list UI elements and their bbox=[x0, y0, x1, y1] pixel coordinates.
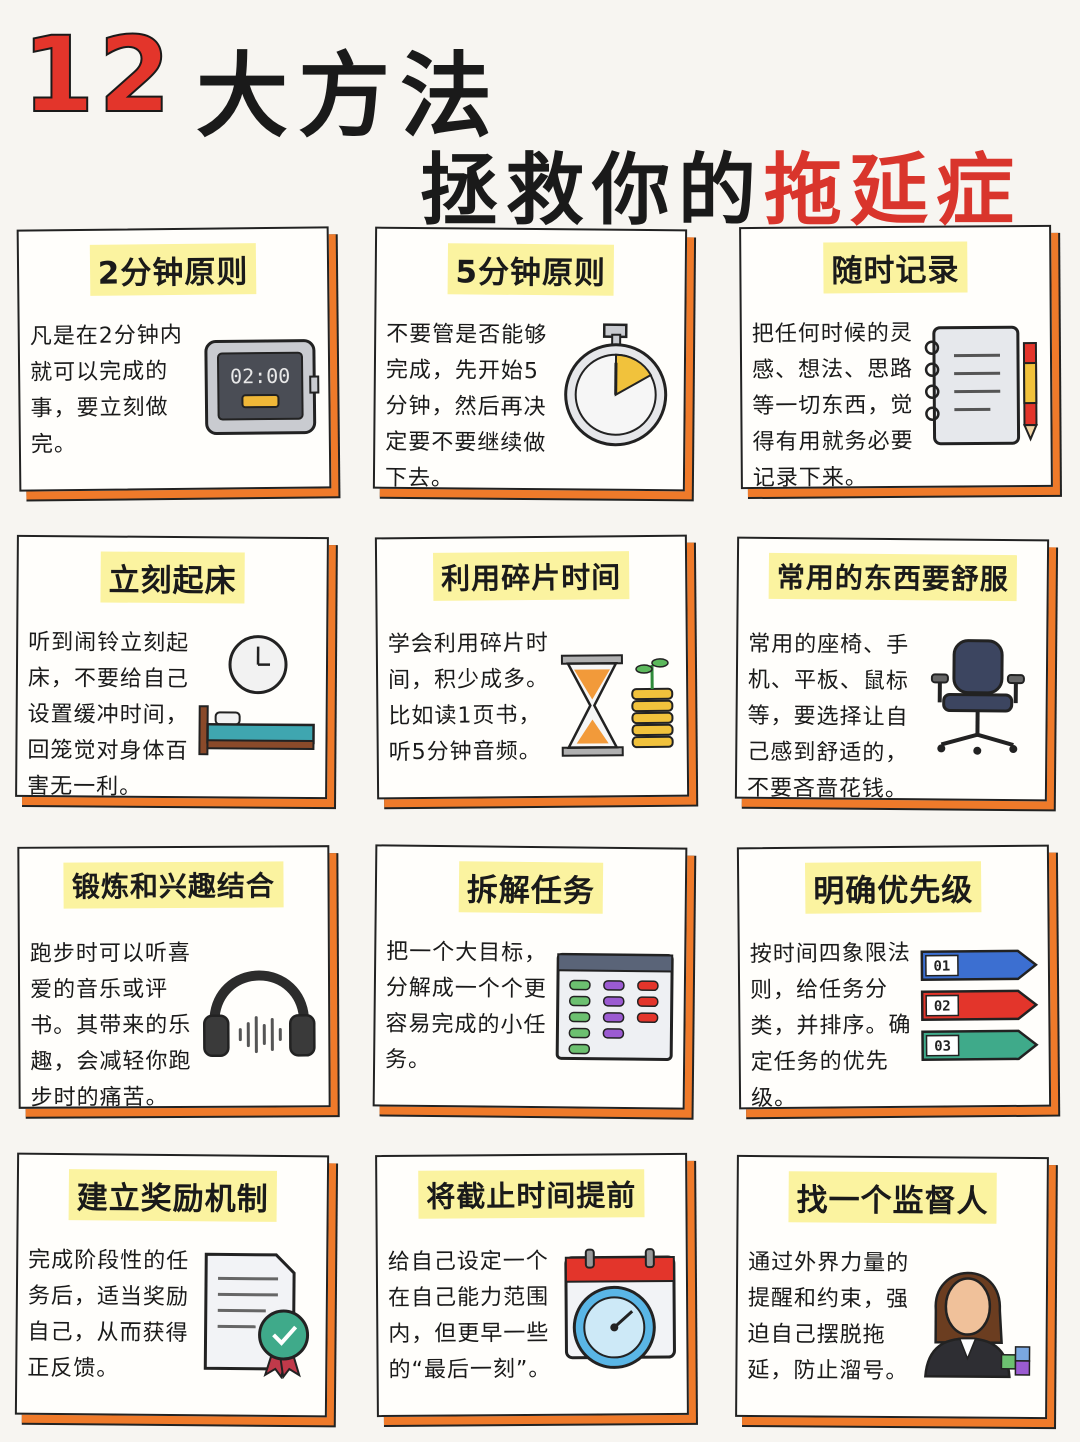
method-card-get-up: 立刻起床 听到闹铃立刻起床，不要给自己设置缓冲时间，回笼觉对身体百害无一利。 bbox=[15, 534, 329, 800]
card-body: 按时间四象限法则，给任务分类，并排序。确定任务的优先级。 bbox=[749, 940, 912, 1112]
card-body: 给自己设定一个在自己能力范围内，但更早一些的“最后一刻”。 bbox=[387, 1248, 552, 1384]
task-board-icon bbox=[555, 952, 674, 1061]
card-body: 把一个大目标，分解成一个个更容易完成的小任务。 bbox=[384, 939, 548, 1073]
timer-display: 02:00 bbox=[230, 364, 290, 389]
card-body: 常用的座椅、手机、平板、鼠标等，要选择让自己感到舒适的，不要吝啬花钱。 bbox=[746, 631, 910, 803]
card-body: 学会利用碎片时间，积少成多。比如读1页书，听5分钟音频。 bbox=[387, 630, 550, 766]
title-line1: 大方法 bbox=[196, 43, 503, 150]
method-card-comfortable-things: 常用的东西要舒服 常用的座椅、手机、平板、鼠标等，要选择让自己感到舒适的，不要吝… bbox=[734, 536, 1050, 802]
priority-tags-icon: 01 02 03 bbox=[920, 949, 1039, 1062]
card-title: 立刻起床 bbox=[100, 551, 245, 604]
calendar-clock-icon bbox=[564, 1248, 676, 1369]
card-title: 建立奖励机制 bbox=[68, 1169, 277, 1222]
certificate-icon bbox=[203, 1252, 310, 1380]
card-title: 2分钟原则 bbox=[89, 243, 257, 296]
card-title: 拆解任务 bbox=[458, 861, 604, 914]
office-chair-icon bbox=[930, 639, 1025, 755]
method-card-record-anytime: 随时记录 把任何时候的灵感、想法、思路等一切东西，觉得有用就务必要记录下来。 bbox=[739, 224, 1053, 491]
title-line2-highlight: 拖延症 bbox=[764, 146, 1023, 236]
method-card-exercise-with-fun: 锻炼和兴趣结合 跑步时可以听喜爱的音乐或评书。其带来的乐趣，会减轻你跑步时的痛苦… bbox=[17, 845, 331, 1111]
stopwatch-icon bbox=[564, 323, 668, 447]
headphones-icon bbox=[202, 970, 316, 1058]
card-title: 找一个监督人 bbox=[788, 1171, 997, 1224]
method-card-reward-system: 建立奖励机制 完成阶段性的任务后，适当奖励自己，从而获得正反馈。 bbox=[14, 1152, 330, 1418]
card-title: 利用碎片时间 bbox=[432, 551, 630, 601]
card-body: 完成阶段性的任务后，适当奖励自己，从而获得正反馈。 bbox=[27, 1247, 190, 1382]
tag-label: 02 bbox=[934, 999, 951, 1015]
supervisor-icon bbox=[924, 1271, 1031, 1379]
card-title: 随时记录 bbox=[823, 241, 968, 294]
method-card-fragment-time: 利用碎片时间 学会利用碎片时间，积少成多。比如读1页书，听5分钟音频。 bbox=[374, 534, 690, 800]
timer-icon: 02:00 bbox=[204, 339, 320, 436]
tag-label: 01 bbox=[933, 959, 950, 975]
method-card-supervisor: 找一个监督人 通过外界力量的提醒和约束，强迫自己摆脱拖延，防止溜号。 bbox=[735, 1154, 1049, 1420]
method-card-2min-rule: 2分钟原则 凡是在2分钟内就可以完成的事，要立刻做完。 02:00 bbox=[16, 226, 332, 492]
method-card-priority: 明确优先级 按时间四象限法则，给任务分类，并排序。确定任务的优先级。 01 02… bbox=[736, 844, 1052, 1111]
poster-title: 12 大方法 拯救你的拖延症 bbox=[0, 0, 1080, 236]
notebook-icon bbox=[924, 325, 1038, 446]
card-body: 通过外界力量的提醒和约束，强迫自己摆脱拖延，防止溜号。 bbox=[747, 1249, 910, 1385]
method-card-earlier-deadline: 将截止时间提前 给自己设定一个在自己能力范围内，但更早一些的“最后一刻”。 bbox=[375, 1152, 689, 1418]
card-body: 跑步时可以听喜爱的音乐或评书。其带来的乐趣，会减轻你跑步时的痛苦。 bbox=[29, 940, 192, 1111]
bed-clock-icon bbox=[198, 635, 315, 756]
card-body: 听到闹铃立刻起床，不要给自己设置缓冲时间，回笼觉对身体百害无一利。 bbox=[27, 629, 190, 800]
card-body: 不要管是否能够完成，先开始5分钟，然后再决定要不要继续做下去。 bbox=[384, 321, 548, 492]
title-line2-prefix: 拯救你的 bbox=[420, 146, 765, 236]
card-body: 凡是在2分钟内就可以完成的事，要立刻做完。 bbox=[29, 322, 183, 458]
card-title: 锻炼和兴趣结合 bbox=[63, 861, 284, 909]
tag-label: 03 bbox=[934, 1039, 951, 1055]
card-title: 将截止时间提前 bbox=[418, 1169, 645, 1219]
card-title: 明确优先级 bbox=[804, 861, 982, 914]
title-number: 12 bbox=[21, 13, 175, 137]
method-card-5min-rule: 5分钟原则 不要管是否能够完成，先开始5分钟，然后再决定要不要继续做下去。 bbox=[372, 226, 688, 492]
hourglass-coins-icon bbox=[560, 654, 674, 757]
title-line2: 拯救你的拖延症 bbox=[420, 128, 1022, 240]
card-title: 常用的东西要舒服 bbox=[768, 552, 1017, 602]
card-title: 5分钟原则 bbox=[447, 243, 615, 296]
card-body: 把任何时候的灵感、想法、思路等一切东西，觉得有用就务必要记录下来。 bbox=[751, 320, 914, 492]
method-card-break-down-tasks: 拆解任务 把一个大目标，分解成一个个更容易完成的小任务。 bbox=[372, 844, 688, 1110]
